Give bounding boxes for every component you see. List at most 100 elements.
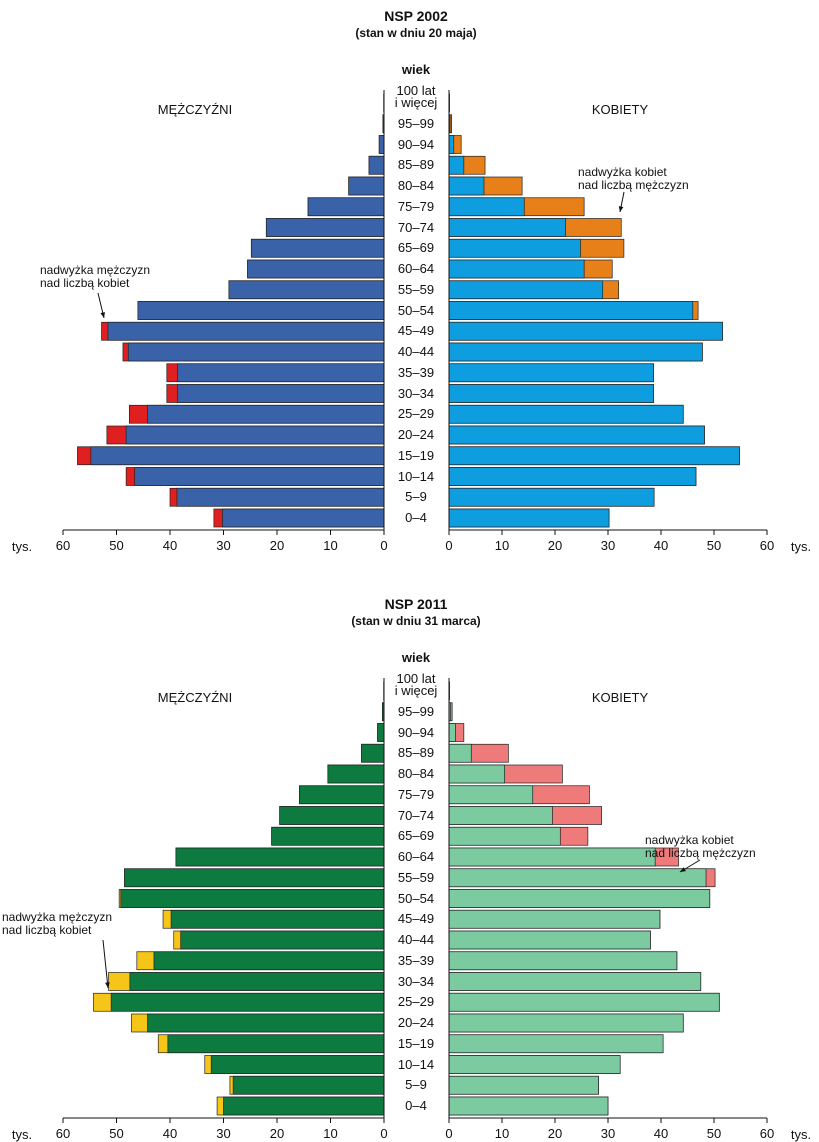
bar [369, 156, 384, 174]
x-tick-label: 60 [760, 539, 774, 553]
category-label: 45–49 [398, 913, 434, 925]
bar [449, 136, 454, 154]
bar [449, 869, 706, 887]
unit-label: tys. [791, 1128, 811, 1142]
bar [362, 744, 384, 762]
category-label: 80–84 [398, 768, 434, 780]
bar [449, 1056, 620, 1074]
bar [130, 973, 384, 991]
bar [121, 890, 384, 908]
bar [378, 724, 384, 742]
bar [251, 239, 384, 257]
bar [181, 931, 384, 949]
bar [449, 343, 702, 361]
bar [449, 931, 650, 949]
x-tick-label: 50 [707, 539, 721, 553]
bar [125, 869, 384, 887]
category-label: 80–84 [398, 180, 434, 192]
bar [177, 364, 384, 382]
category-label: 35–39 [398, 955, 434, 967]
x-tick-label: 20 [548, 539, 562, 553]
bar [449, 1097, 608, 1115]
bar [108, 322, 384, 340]
category-label: 10–14 [398, 1059, 434, 1071]
chart-subtitle: (stan w dniu 31 marca) [351, 614, 480, 628]
bar [449, 952, 677, 970]
bar [449, 405, 683, 423]
category-label: 25–29 [398, 996, 434, 1008]
axis-label: wiek [402, 63, 430, 77]
category-label: 75–79 [398, 789, 434, 801]
bar [128, 343, 384, 361]
bar [449, 322, 722, 340]
bar [449, 177, 484, 195]
annotation: nadwyżka kobiet nad liczbą mężczyzn [645, 834, 756, 860]
bar [222, 509, 384, 527]
category-label: 30–34 [398, 976, 434, 988]
category-label: 0–4 [405, 512, 427, 524]
annotation: nadwyżka mężczyzn nad liczbą kobiet [40, 264, 150, 290]
bar [280, 807, 384, 825]
x-tick-label: 20 [270, 539, 284, 553]
category-label: 70–74 [398, 222, 434, 234]
bar [449, 1076, 598, 1094]
bar [126, 426, 384, 444]
bar [135, 468, 384, 486]
x-tick-label: 10 [323, 539, 337, 553]
legend-label: MĘŻCZYŹNI [158, 691, 232, 705]
category-label: 15–19 [398, 450, 434, 462]
chart-title: NSP 2011 [385, 597, 448, 611]
category-label: 95–99 [398, 118, 434, 130]
bar [449, 848, 655, 866]
category-label: 65–69 [398, 242, 434, 254]
bar [449, 744, 471, 762]
bar [177, 385, 384, 403]
bar [449, 302, 693, 320]
category-label: 0–4 [405, 1100, 427, 1112]
category-label: 95–99 [398, 706, 434, 718]
bar [449, 724, 455, 742]
bar [449, 890, 710, 908]
category-label: 75–79 [398, 201, 434, 213]
category-label: 60–64 [398, 851, 434, 863]
bar [449, 281, 603, 299]
bar [211, 1056, 384, 1074]
bar [328, 765, 384, 783]
bar [233, 1076, 384, 1094]
bar [308, 198, 384, 216]
axis-label: wiek [402, 651, 430, 665]
bar [171, 910, 384, 928]
category-label: 5–9 [405, 1079, 427, 1091]
category-label: 50–54 [398, 893, 434, 905]
bar [449, 993, 719, 1011]
x-tick-label: 50 [109, 539, 123, 553]
unit-label: tys. [12, 540, 32, 554]
category-label: 15–19 [398, 1038, 434, 1050]
category-label: 85–89 [398, 747, 434, 759]
bar [168, 1035, 384, 1053]
bar [176, 848, 384, 866]
bar [449, 973, 701, 991]
bar [449, 1035, 663, 1053]
category-label: 25–29 [398, 408, 434, 420]
category-label: 100 lat i więcej [395, 85, 438, 109]
bar [449, 447, 739, 465]
bar [154, 952, 384, 970]
category-label: 60–64 [398, 263, 434, 275]
bar [449, 509, 609, 527]
category-label: 55–59 [398, 284, 434, 296]
bar [449, 765, 505, 783]
category-label: 45–49 [398, 325, 434, 337]
bar [449, 827, 560, 845]
category-label: 40–44 [398, 346, 434, 358]
bar [449, 426, 704, 444]
bar [138, 302, 384, 320]
bar [449, 385, 654, 403]
category-label: 20–24 [398, 429, 434, 441]
annotation-arrow [103, 940, 108, 988]
category-label: 55–59 [398, 872, 434, 884]
bar [449, 807, 552, 825]
x-tick-label: 10 [495, 539, 509, 553]
bar [349, 177, 384, 195]
category-label: 100 lat i więcej [395, 673, 438, 697]
